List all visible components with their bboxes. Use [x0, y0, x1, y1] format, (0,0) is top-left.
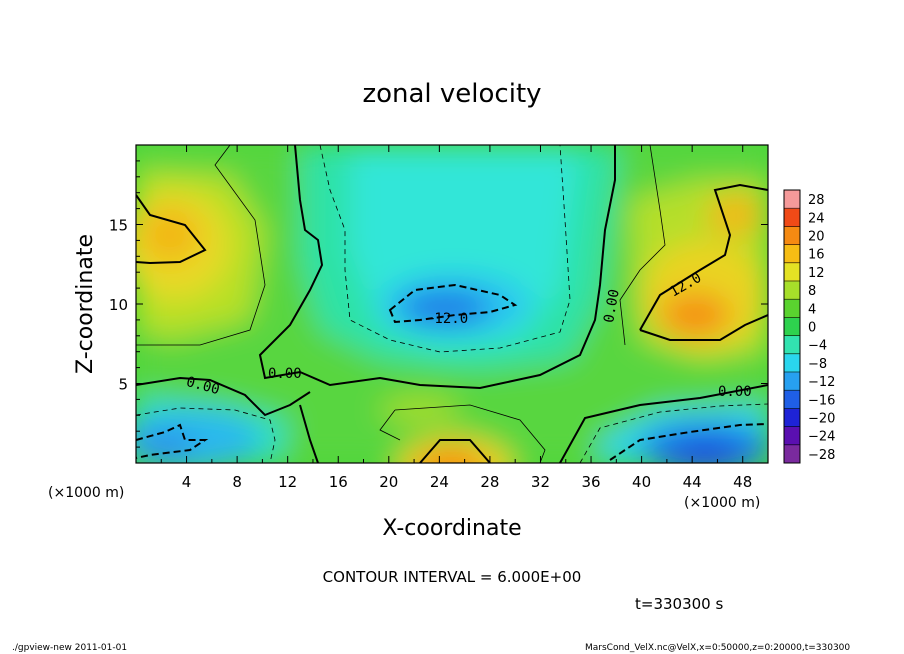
colorbar-swatch [784, 408, 800, 428]
contour-label: 0.00 [268, 366, 302, 382]
colorbar-swatch [784, 262, 800, 282]
colorbar-label: 12 [808, 266, 825, 281]
x-tick-label: 20 [379, 473, 398, 491]
colorbar-swatch [784, 226, 800, 246]
colorbar-label: 4 [808, 302, 816, 317]
x-tick-label: 28 [480, 473, 499, 491]
colorbar-swatch [784, 190, 800, 209]
colorbar-label: 8 [808, 284, 816, 299]
colorbar-swatch [784, 372, 800, 391]
contour-label: 0.00 [601, 288, 623, 324]
colorbar-label: 28 [808, 193, 825, 208]
plot-area: −12.0 12.0 0.00 0.00 0.00 0.00 [136, 145, 768, 463]
footer-right: MarsCond_VelX.nc@VelX,x=0:50000,z=0:2000… [585, 643, 850, 653]
x-axis: 4 8 12 16 20 24 28 32 36 40 44 48 [160, 145, 752, 491]
colorbar-label: 24 [808, 211, 825, 226]
time-text: t=330300 s [635, 595, 723, 613]
contour-interval-text: CONTOUR INTERVAL = 6.000E+00 [323, 568, 582, 586]
x-tick-label: 44 [683, 473, 702, 491]
colorbar-swatch [784, 208, 800, 227]
y-tick-label: 10 [109, 296, 128, 314]
contour-label: −12.0 [426, 311, 468, 327]
x-tick-label: 8 [232, 473, 242, 491]
chart-title: zonal velocity [362, 79, 541, 109]
x-tick-label: 36 [581, 473, 600, 491]
x-tick-label: 16 [329, 473, 348, 491]
x-unit-right: (×1000 m) [684, 495, 760, 511]
x-tick-label: 32 [531, 473, 550, 491]
colorbar-swatch [784, 317, 800, 337]
colorbar-swatch [784, 299, 800, 318]
colorbar-swatch [784, 444, 800, 464]
colorbar-label: 0 [808, 321, 816, 336]
colorbar-label: −24 [808, 430, 835, 445]
y-tick-label: 5 [118, 376, 128, 394]
contour-label: 0.00 [718, 384, 752, 400]
x-tick-label: 24 [430, 473, 449, 491]
colorbar-swatch [784, 390, 800, 409]
x-tick-label: 4 [182, 473, 192, 491]
x-tick-label: 48 [733, 473, 752, 491]
color-field [136, 145, 768, 463]
y-axis: 5 10 15 [109, 160, 768, 448]
y-tick-label: 15 [109, 217, 128, 235]
colorbar-swatch [784, 335, 800, 355]
y-axis-label: Z-coordinate [73, 234, 98, 374]
colorbar-label: 16 [808, 248, 825, 263]
x-tick-label: 40 [632, 473, 651, 491]
colorbar: 28 24 20 16 12 8 4 0 −4 −8 −12 −16 −20 −24 −28 [783, 189, 835, 464]
colorbar-swatch [784, 244, 800, 264]
colorbar-label: −16 [808, 393, 835, 408]
colorbar-label: −12 [808, 375, 835, 390]
x-tick-label: 12 [278, 473, 297, 491]
contour-lines [136, 145, 768, 463]
colorbar-label: −20 [808, 412, 835, 427]
x-axis-label: X-coordinate [382, 516, 521, 541]
colorbar-swatch [784, 281, 800, 300]
footer-left: ./gpview-new 2011-01-01 [12, 643, 127, 653]
colorbar-label: −8 [808, 357, 827, 372]
colorbar-label: −4 [808, 339, 827, 354]
colorbar-swatch [784, 353, 800, 373]
colorbar-swatch [784, 426, 800, 446]
colorbar-label: −28 [808, 448, 835, 463]
colorbar-label: 20 [808, 230, 825, 245]
x-unit-left: (×1000 m) [48, 485, 124, 501]
